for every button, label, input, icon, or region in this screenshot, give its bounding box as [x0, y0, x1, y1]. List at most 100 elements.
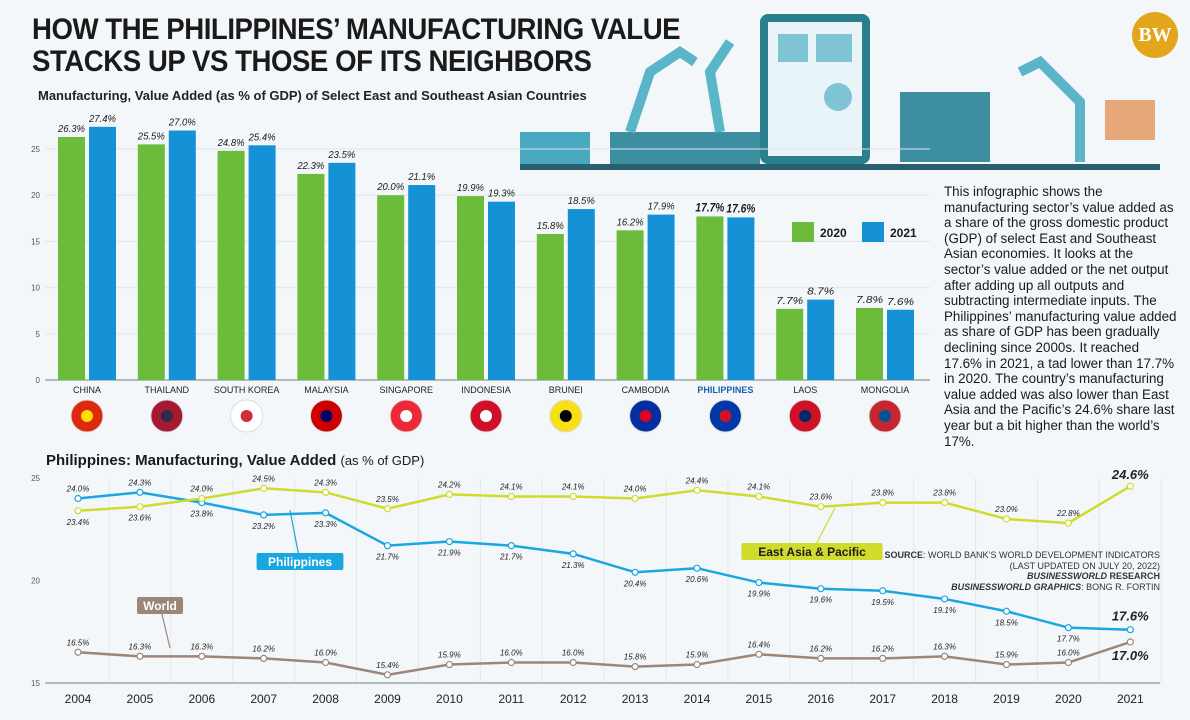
data-point: [693, 660, 701, 669]
data-point: [631, 663, 639, 671]
data-label: 16.2%: [871, 644, 894, 653]
data-label: 15.9%: [995, 651, 1018, 660]
series-label: East Asia & Pacific: [758, 545, 866, 559]
source-credits: SOURCE: WORLD BANK’S WORLD DEVELOPMENT I…: [884, 550, 1160, 592]
data-label: 23.3%: [313, 520, 337, 529]
line-title-main: Philippines: Manufacturing, Value Added: [46, 452, 337, 469]
x-tick-label: 2009: [374, 692, 401, 706]
bar-2020-mongolia: [856, 307, 883, 380]
data-label: 16.0%: [1057, 649, 1080, 658]
data-point: [260, 484, 268, 492]
bar-2021-indonesia: [488, 201, 515, 380]
data-label: 16.4%: [748, 640, 771, 649]
data-label: 24.3%: [128, 478, 152, 487]
data-label: 15.4%: [376, 661, 399, 670]
bar-value-label: 7.8%: [856, 294, 883, 306]
research-label: RESEARCH: [1106, 571, 1160, 581]
bar-2020-thailand: [137, 144, 165, 380]
data-point: [445, 660, 453, 669]
data-label: 16.2%: [809, 644, 832, 653]
category-label: LAOS: [793, 385, 817, 395]
data-label: 16.0%: [314, 649, 337, 658]
data-point: [383, 542, 392, 550]
series-label: World: [143, 599, 177, 613]
data-point: [383, 505, 392, 513]
data-label: 15.9%: [438, 651, 461, 660]
y-tick-label: 25: [31, 145, 40, 154]
data-point: [631, 494, 639, 503]
bar-value-label: 17.6%: [726, 201, 755, 215]
flag-emblem: [879, 410, 891, 422]
data-point: [879, 498, 887, 507]
flag-emblem: [719, 410, 732, 422]
data-point: [817, 503, 825, 511]
flag-emblem: [480, 410, 492, 422]
data-point: [74, 507, 82, 515]
bar-value-label: 8.7%: [807, 286, 834, 298]
data-point: [322, 509, 330, 517]
data-point: [755, 492, 763, 501]
data-point: [1064, 624, 1073, 632]
data-point: [879, 587, 887, 595]
bar-2021-thailand: [168, 130, 196, 380]
bar-2021-china: [89, 126, 116, 380]
callout-box-philippines: [256, 553, 344, 570]
data-label: 17.6%: [1112, 609, 1149, 624]
data-label: 21.7%: [499, 553, 523, 562]
bar-value-label: 17.9%: [648, 201, 675, 213]
data-point: [940, 595, 949, 603]
data-point: [198, 652, 206, 660]
data-point: [445, 537, 453, 546]
series-line-world: [77, 640, 1131, 677]
bar-value-label: 26.3%: [57, 123, 85, 135]
category-label: MALAYSIA: [304, 385, 348, 395]
data-label: 24.4%: [685, 476, 709, 485]
data-label: 19.1%: [933, 606, 956, 615]
bar-value-label: 7.7%: [776, 295, 803, 307]
x-tick-label: 2018: [931, 692, 958, 706]
data-label: 23.6%: [128, 514, 152, 523]
data-point: [755, 578, 763, 587]
data-point: [260, 511, 268, 519]
x-tick-label: 2007: [250, 692, 277, 706]
data-point: [1002, 515, 1011, 523]
description-text: This infographic shows the manufacturing…: [944, 184, 1177, 449]
data-point: [1002, 660, 1011, 669]
x-tick-label: 2019: [993, 692, 1020, 706]
data-label: 24.5%: [251, 474, 275, 483]
data-point: [1064, 658, 1073, 667]
category-label: CHINA: [73, 385, 101, 395]
data-label: 16.3%: [129, 642, 152, 651]
bar-2020-laos: [776, 308, 804, 380]
data-point: [1126, 638, 1134, 646]
flag-emblem: [320, 410, 333, 422]
data-point: [569, 658, 577, 667]
series-line-east-asia-pacific: [77, 485, 1131, 525]
bar-value-label: 22.3%: [296, 160, 324, 172]
series-line-philippines: [77, 491, 1131, 631]
research-brand: BUSINESSWORLD: [1026, 571, 1107, 581]
data-label: 21.3%: [561, 561, 585, 570]
bar-chart: 0 5 10 15 20 25 26.3%27.4% CHINA 25.5%27.0% THAIL…: [31, 113, 930, 433]
line-chart: 2004 2005 2006 2007 2008 2009 2010 2011 2012 2013…: [31, 470, 1162, 706]
y-tick-label: 15: [31, 237, 40, 246]
x-tick-label: 2005: [127, 692, 154, 706]
x-tick-label: 2010: [436, 692, 463, 706]
x-tick-label: 2015: [746, 692, 773, 706]
legend-label: 2021: [890, 226, 917, 240]
source-text: : WORLD BANK’S WORLD DEVELOPMENT INDICAT…: [922, 550, 1160, 560]
data-label: 16.3%: [190, 642, 213, 651]
bar-2021-brunei: [567, 209, 595, 380]
bar-2020-south-korea: [217, 150, 245, 380]
bar-value-label: 23.5%: [327, 149, 355, 161]
bar-value-label: 19.9%: [457, 182, 484, 194]
data-label: 24.3%: [313, 478, 337, 487]
y-tick-label: 25: [31, 474, 40, 483]
category-label: THAILAND: [145, 385, 190, 395]
bar-value-label: 24.8%: [217, 137, 245, 149]
data-label: 20.4%: [623, 579, 647, 588]
legend-label: 2020: [820, 226, 847, 240]
data-point: [136, 503, 144, 511]
x-tick-label: 2020: [1055, 692, 1082, 706]
